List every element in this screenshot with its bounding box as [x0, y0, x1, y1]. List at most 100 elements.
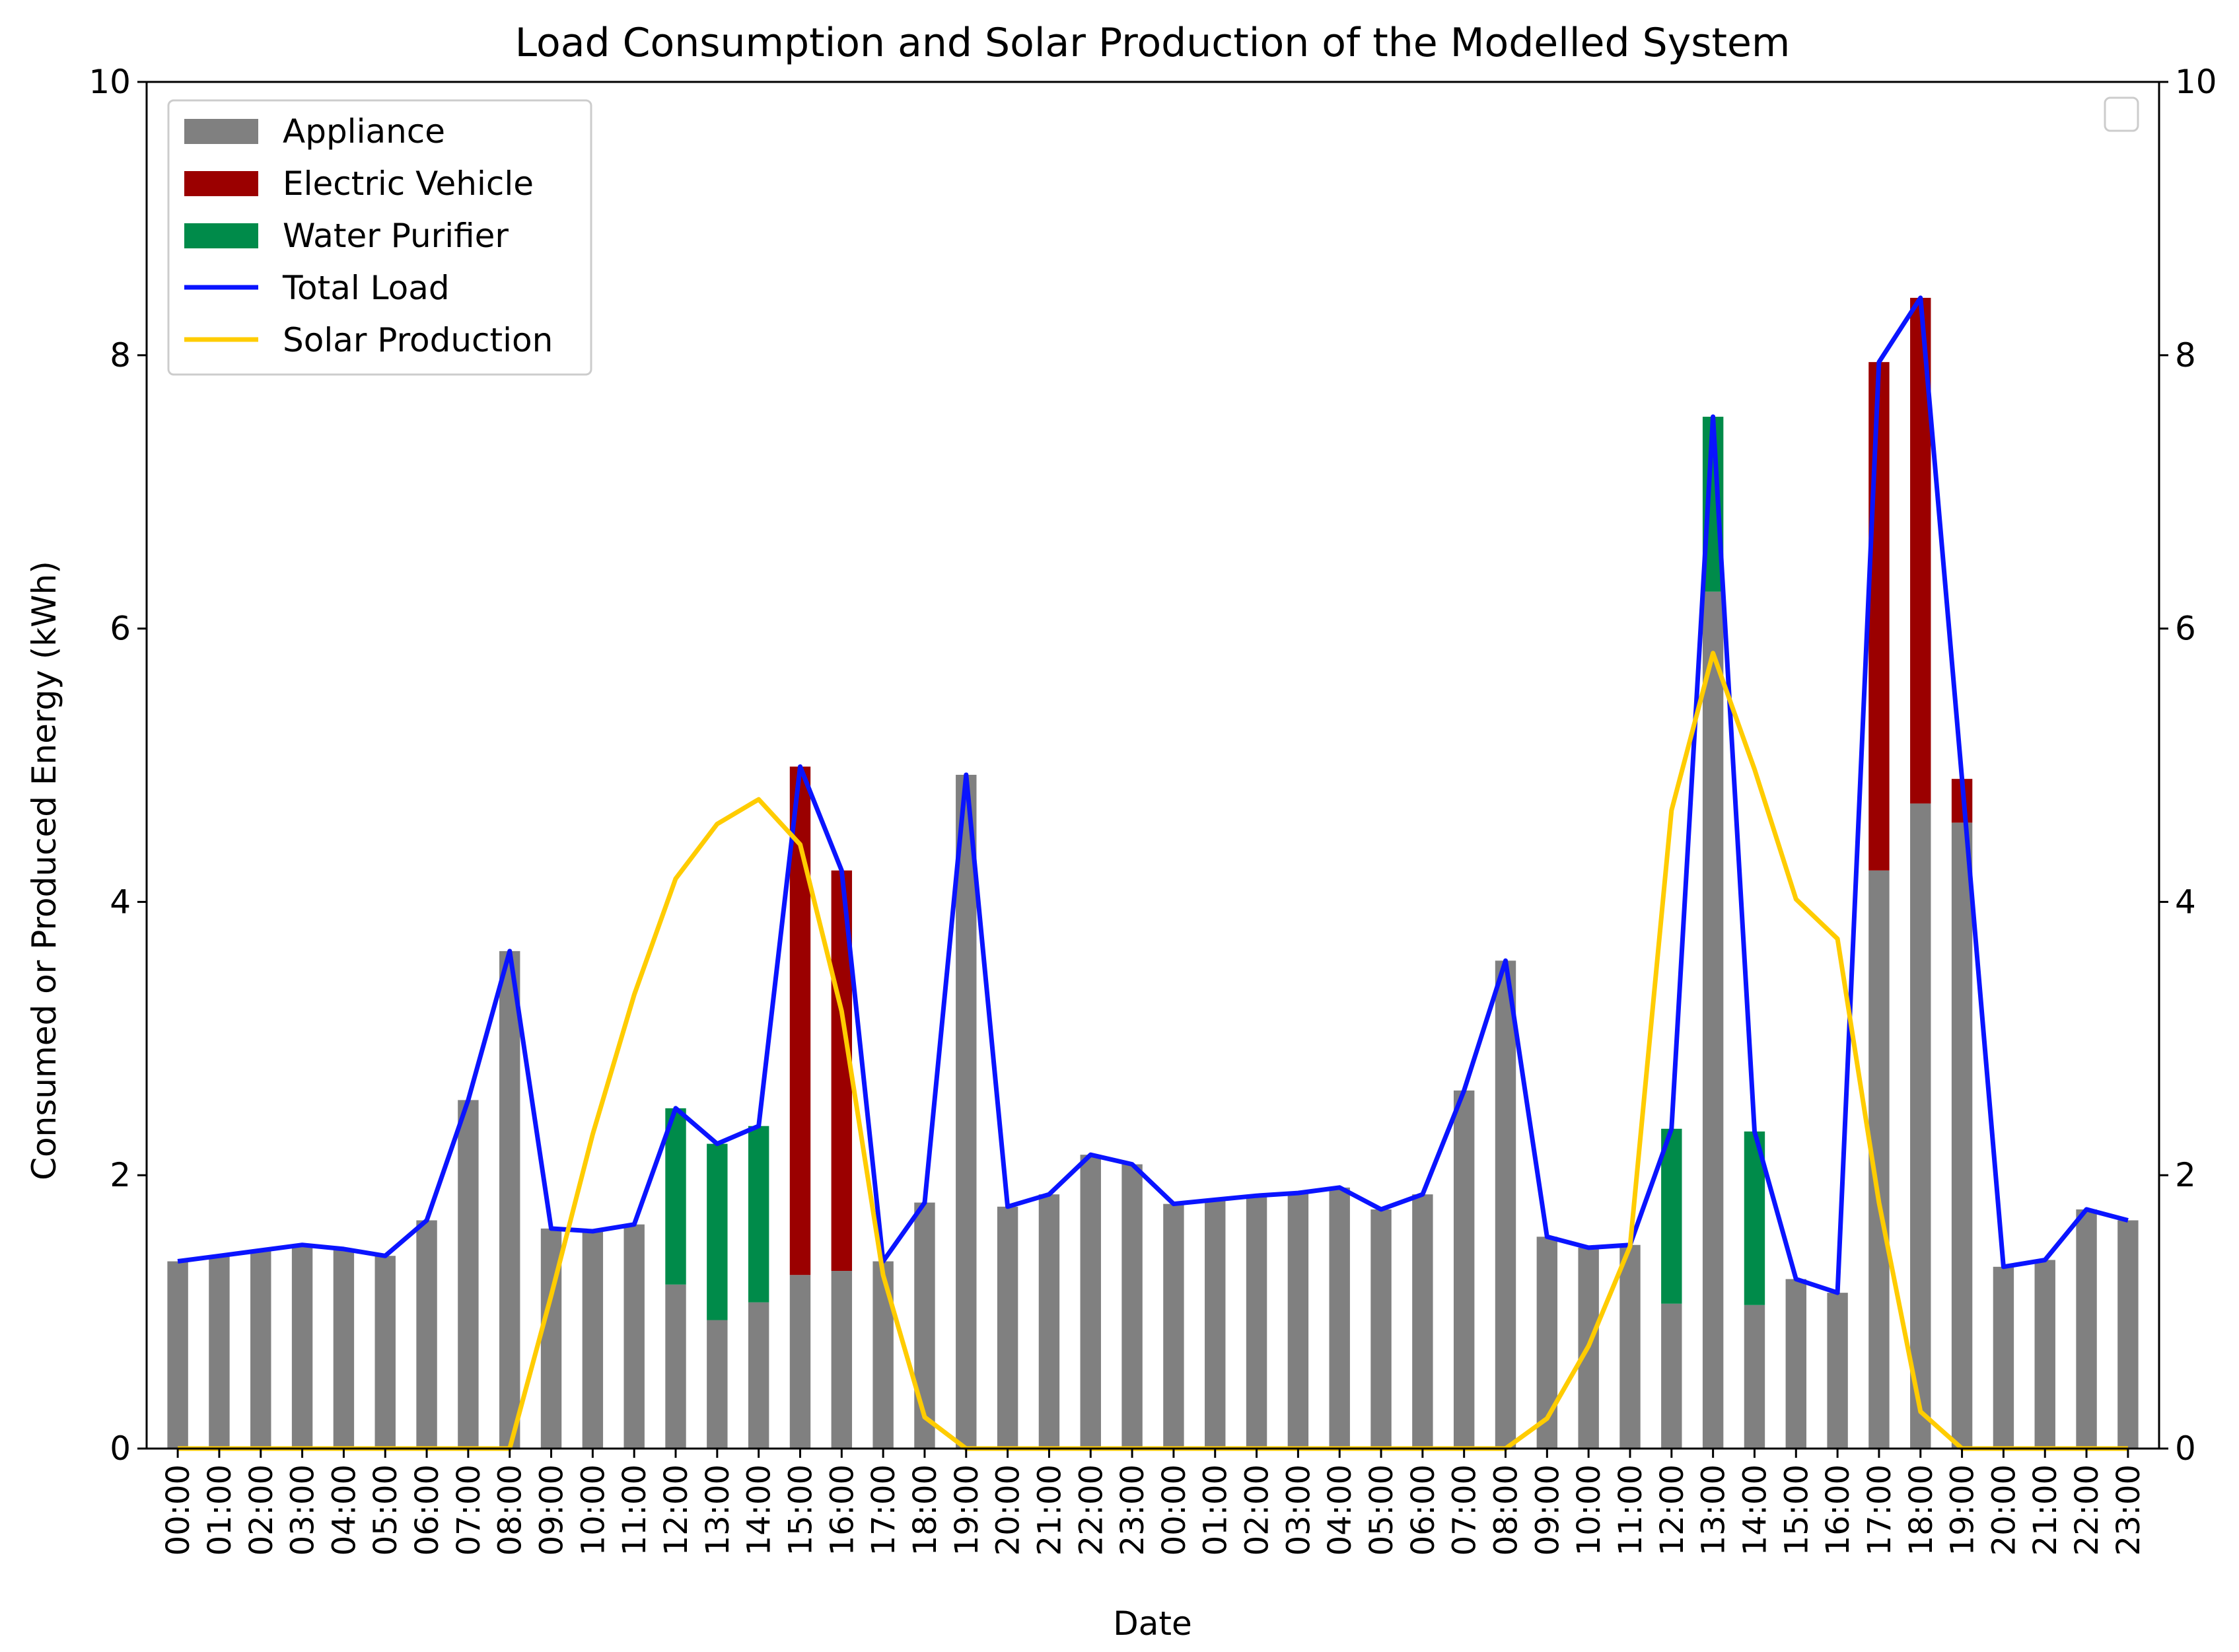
x-tick-label-18: 18:00	[907, 1464, 944, 1556]
x-tick-label-17: 17:00	[865, 1464, 902, 1556]
chart-title: Load Consumption and Solar Production of…	[515, 20, 1791, 66]
bar-water-purifier-36	[1661, 1128, 1682, 1304]
bar-appliance-33	[1536, 1237, 1558, 1449]
x-tick-label-36: 12:00	[1654, 1464, 1691, 1556]
x-tick-label-43: 19:00	[1944, 1464, 1981, 1556]
bars-layer	[167, 297, 2139, 1449]
x-tick-label-24: 00:00	[1156, 1464, 1193, 1556]
y-tick-label-left-4: 4	[110, 882, 131, 921]
x-tick-label-6: 06:00	[409, 1464, 446, 1556]
legend-swatch-appliance	[184, 119, 258, 144]
x-tick-label-21: 21:00	[1031, 1464, 1068, 1556]
bar-appliance-11	[623, 1224, 645, 1449]
bar-appliance-10	[582, 1231, 604, 1449]
y-tick-label-right-4: 4	[2175, 882, 2196, 921]
y-tick-label-right-8: 8	[2175, 336, 2196, 375]
x-tick-label-2: 02:00	[243, 1464, 280, 1556]
x-tick-label-46: 22:00	[2069, 1464, 2106, 1556]
x-tick-label-38: 14:00	[1737, 1464, 1774, 1556]
x-tick-label-27: 03:00	[1280, 1464, 1317, 1556]
plot-frame	[145, 81, 2160, 1450]
bar-appliance-6	[416, 1220, 437, 1449]
x-tick-label-10: 10:00	[575, 1464, 612, 1556]
x-tick-label-25: 01:00	[1197, 1464, 1234, 1556]
bar-appliance-7	[458, 1100, 479, 1449]
bar-appliance-32	[1495, 960, 1516, 1449]
bar-appliance-35	[1619, 1244, 1641, 1449]
x-tick-label-8: 08:00	[492, 1464, 529, 1556]
line-total-load	[177, 295, 2129, 1295]
bar-water-purifier-14	[748, 1126, 769, 1303]
bar-appliance-0	[167, 1261, 188, 1449]
x-tick-label-14: 14:00	[741, 1464, 778, 1556]
x-tick-label-35: 11:00	[1612, 1464, 1649, 1556]
bar-appliance-42	[1910, 803, 1931, 1449]
legend-label-electric-vehicle: Electric Vehicle	[283, 164, 534, 203]
bar-appliance-20	[997, 1206, 1018, 1449]
x-tick-label-16: 16:00	[824, 1464, 861, 1556]
bar-appliance-13	[707, 1320, 728, 1449]
x-tick-label-37: 13:00	[1695, 1464, 1732, 1556]
x-tick-label-33: 09:00	[1529, 1464, 1566, 1556]
x-tick-label-4: 04:00	[326, 1464, 363, 1556]
bar-appliance-44	[1993, 1266, 2014, 1449]
y-tick-label-left-6: 6	[110, 610, 131, 648]
bar-appliance-1	[209, 1256, 230, 1449]
legend-label-appliance: Appliance	[283, 112, 445, 151]
legend: Appliance Electric Vehicle Water Purifier T…	[167, 99, 592, 376]
y-tick-label-left-0: 0	[110, 1429, 131, 1468]
x-tick-label-40: 16:00	[1820, 1464, 1857, 1556]
bar-appliance-8	[499, 951, 520, 1449]
x-tick-label-47: 23:00	[2110, 1464, 2147, 1556]
x-tick-label-23: 23:00	[1114, 1464, 1151, 1556]
bar-appliance-39	[1785, 1279, 1806, 1449]
bar-appliance-28	[1329, 1187, 1350, 1449]
x-tick-label-34: 10:00	[1571, 1464, 1608, 1556]
x-tick-label-32: 08:00	[1488, 1464, 1525, 1556]
bar-appliance-23	[1121, 1164, 1143, 1449]
x-tick-label-30: 06:00	[1405, 1464, 1442, 1556]
bar-appliance-40	[1827, 1293, 1848, 1449]
bar-appliance-4	[333, 1248, 355, 1449]
bar-appliance-46	[2076, 1209, 2097, 1449]
y-tick-label-right-2: 2	[2175, 1156, 2196, 1194]
bar-water-purifier-12	[665, 1108, 686, 1285]
bar-appliance-38	[1744, 1305, 1765, 1449]
x-tick-label-3: 03:00	[285, 1464, 322, 1556]
x-tick-label-12: 12:00	[658, 1464, 695, 1556]
x-tick-label-0: 00:00	[160, 1464, 197, 1556]
bar-appliance-47	[2117, 1220, 2139, 1449]
x-tick-label-45: 21:00	[2027, 1464, 2064, 1556]
x-tick-label-9: 09:00	[534, 1464, 571, 1556]
x-tick-label-44: 20:00	[1985, 1464, 2022, 1556]
x-tick-label-5: 05:00	[367, 1464, 404, 1556]
bar-appliance-25	[1205, 1200, 1226, 1449]
y-tick-label-right-0: 0	[2175, 1429, 2196, 1468]
x-axis-label: Date	[1113, 1604, 1192, 1643]
x-tick-label-20: 20:00	[990, 1464, 1027, 1556]
bar-appliance-21	[1038, 1194, 1060, 1449]
bar-appliance-45	[2034, 1260, 2055, 1449]
x-tick-label-13: 13:00	[699, 1464, 736, 1556]
bar-appliance-16	[831, 1271, 853, 1449]
bar-appliance-3	[291, 1244, 313, 1449]
bar-appliance-18	[914, 1202, 935, 1449]
bar-appliance-27	[1287, 1193, 1309, 1449]
legend-label-water-purifier: Water Purifier	[283, 217, 509, 255]
bar-appliance-14	[748, 1302, 769, 1449]
bar-appliance-17	[872, 1261, 894, 1449]
bar-appliance-29	[1370, 1209, 1392, 1449]
x-tick-label-26: 02:00	[1239, 1464, 1276, 1556]
x-tick-label-28: 04:00	[1322, 1464, 1359, 1556]
y-tick-label-right-6: 6	[2175, 610, 2196, 648]
bar-appliance-5	[374, 1256, 396, 1449]
legend-label-solar-production: Solar Production	[283, 321, 553, 359]
y-tick-label-left-8: 8	[110, 336, 131, 375]
x-tick-label-41: 17:00	[1861, 1464, 1898, 1556]
bar-appliance-2	[250, 1250, 271, 1449]
y-tick-label-right-10: 10	[2175, 63, 2217, 101]
x-tick-label-22: 22:00	[1073, 1464, 1110, 1556]
y-axis-label: Consumed or Produced Energy (kWh)	[25, 561, 63, 1180]
